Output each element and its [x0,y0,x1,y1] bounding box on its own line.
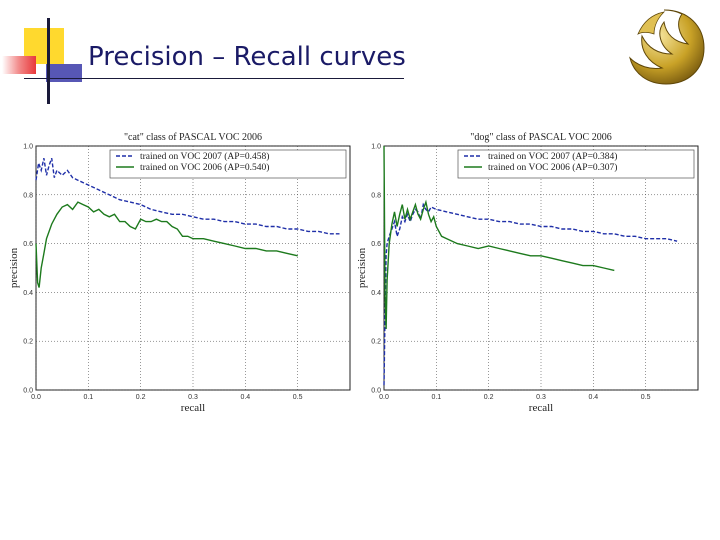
x-tick-label: 0.3 [188,394,198,401]
legend-entry: trained on VOC 2006 (AP=0.540) [140,162,269,173]
y-tick-label: 1.0 [371,144,381,151]
series-line [35,201,298,288]
x-tick-label: 0.1 [83,394,93,401]
y-axis-label: precision [356,247,368,288]
y-tick-label: 1.0 [23,144,33,151]
y-tick-label: 0.6 [371,241,381,248]
y-tick-label: 0.6 [23,241,33,248]
y-axis-label: precision [8,247,20,288]
x-tick-label: 0.0 [379,394,389,401]
corner-vertical-line [47,18,50,104]
y-tick-label: 0.4 [371,290,381,297]
chart-dog: "dog" class of PASCAL VOC 2006 0.0 0.1 0.2 0… [354,128,704,414]
y-tick-label: 0.0 [23,388,33,395]
y-tick-label: 0.2 [371,339,381,346]
dog-chart-svg: "dog" class of PASCAL VOC 2006 0.0 0.1 0.2 0… [356,132,699,414]
x-tick-label: 0.4 [588,394,598,401]
x-tick-label: 0.4 [240,394,250,401]
y-tick-label: 0.4 [23,290,33,297]
x-tick-label: 0.2 [484,394,494,401]
plot-area [383,145,699,391]
slide-title: Precision – Recall curves [88,42,406,72]
cat-chart-svg: "cat" class of PASCAL VOC 2006 0.0 0.1 0.2 0… [8,132,351,414]
legend-box [457,149,695,179]
x-tick-label: 0.3 [536,394,546,401]
corner-blue-block [46,64,82,82]
pegasus-logo-icon [629,9,705,85]
legend-entry: trained on VOC 2007 (AP=0.384) [488,151,617,162]
y-tick-label: 0.2 [23,339,33,346]
x-tick-label: 0.1 [431,394,441,401]
y-tick-label: 0.0 [371,388,381,395]
chart-cat: "cat" class of PASCAL VOC 2006 0.0 0.1 0.2 0… [6,128,356,414]
x-axis-label: recall [529,402,553,414]
x-tick-label: 0.5 [293,394,303,401]
series-line [383,202,678,386]
title-underline [24,78,404,79]
x-tick-label: 0.5 [641,394,651,401]
x-tick-label: 0.2 [136,394,146,401]
chart-title: "cat" class of PASCAL VOC 2006 [124,132,262,143]
series-line [35,157,340,235]
chart-title: "dog" class of PASCAL VOC 2006 [470,132,611,143]
corner-red-block [2,56,36,74]
x-axis-label: recall [181,402,205,414]
y-tick-label: 0.8 [23,192,33,199]
plot-area [35,145,351,391]
y-tick-label: 0.8 [371,192,381,199]
legend-entry: trained on VOC 2006 (AP=0.307) [488,162,617,173]
series-line [383,145,615,330]
legend-entry: trained on VOC 2007 (AP=0.458) [140,151,269,162]
legend-box [109,149,347,179]
x-tick-label: 0.0 [31,394,41,401]
